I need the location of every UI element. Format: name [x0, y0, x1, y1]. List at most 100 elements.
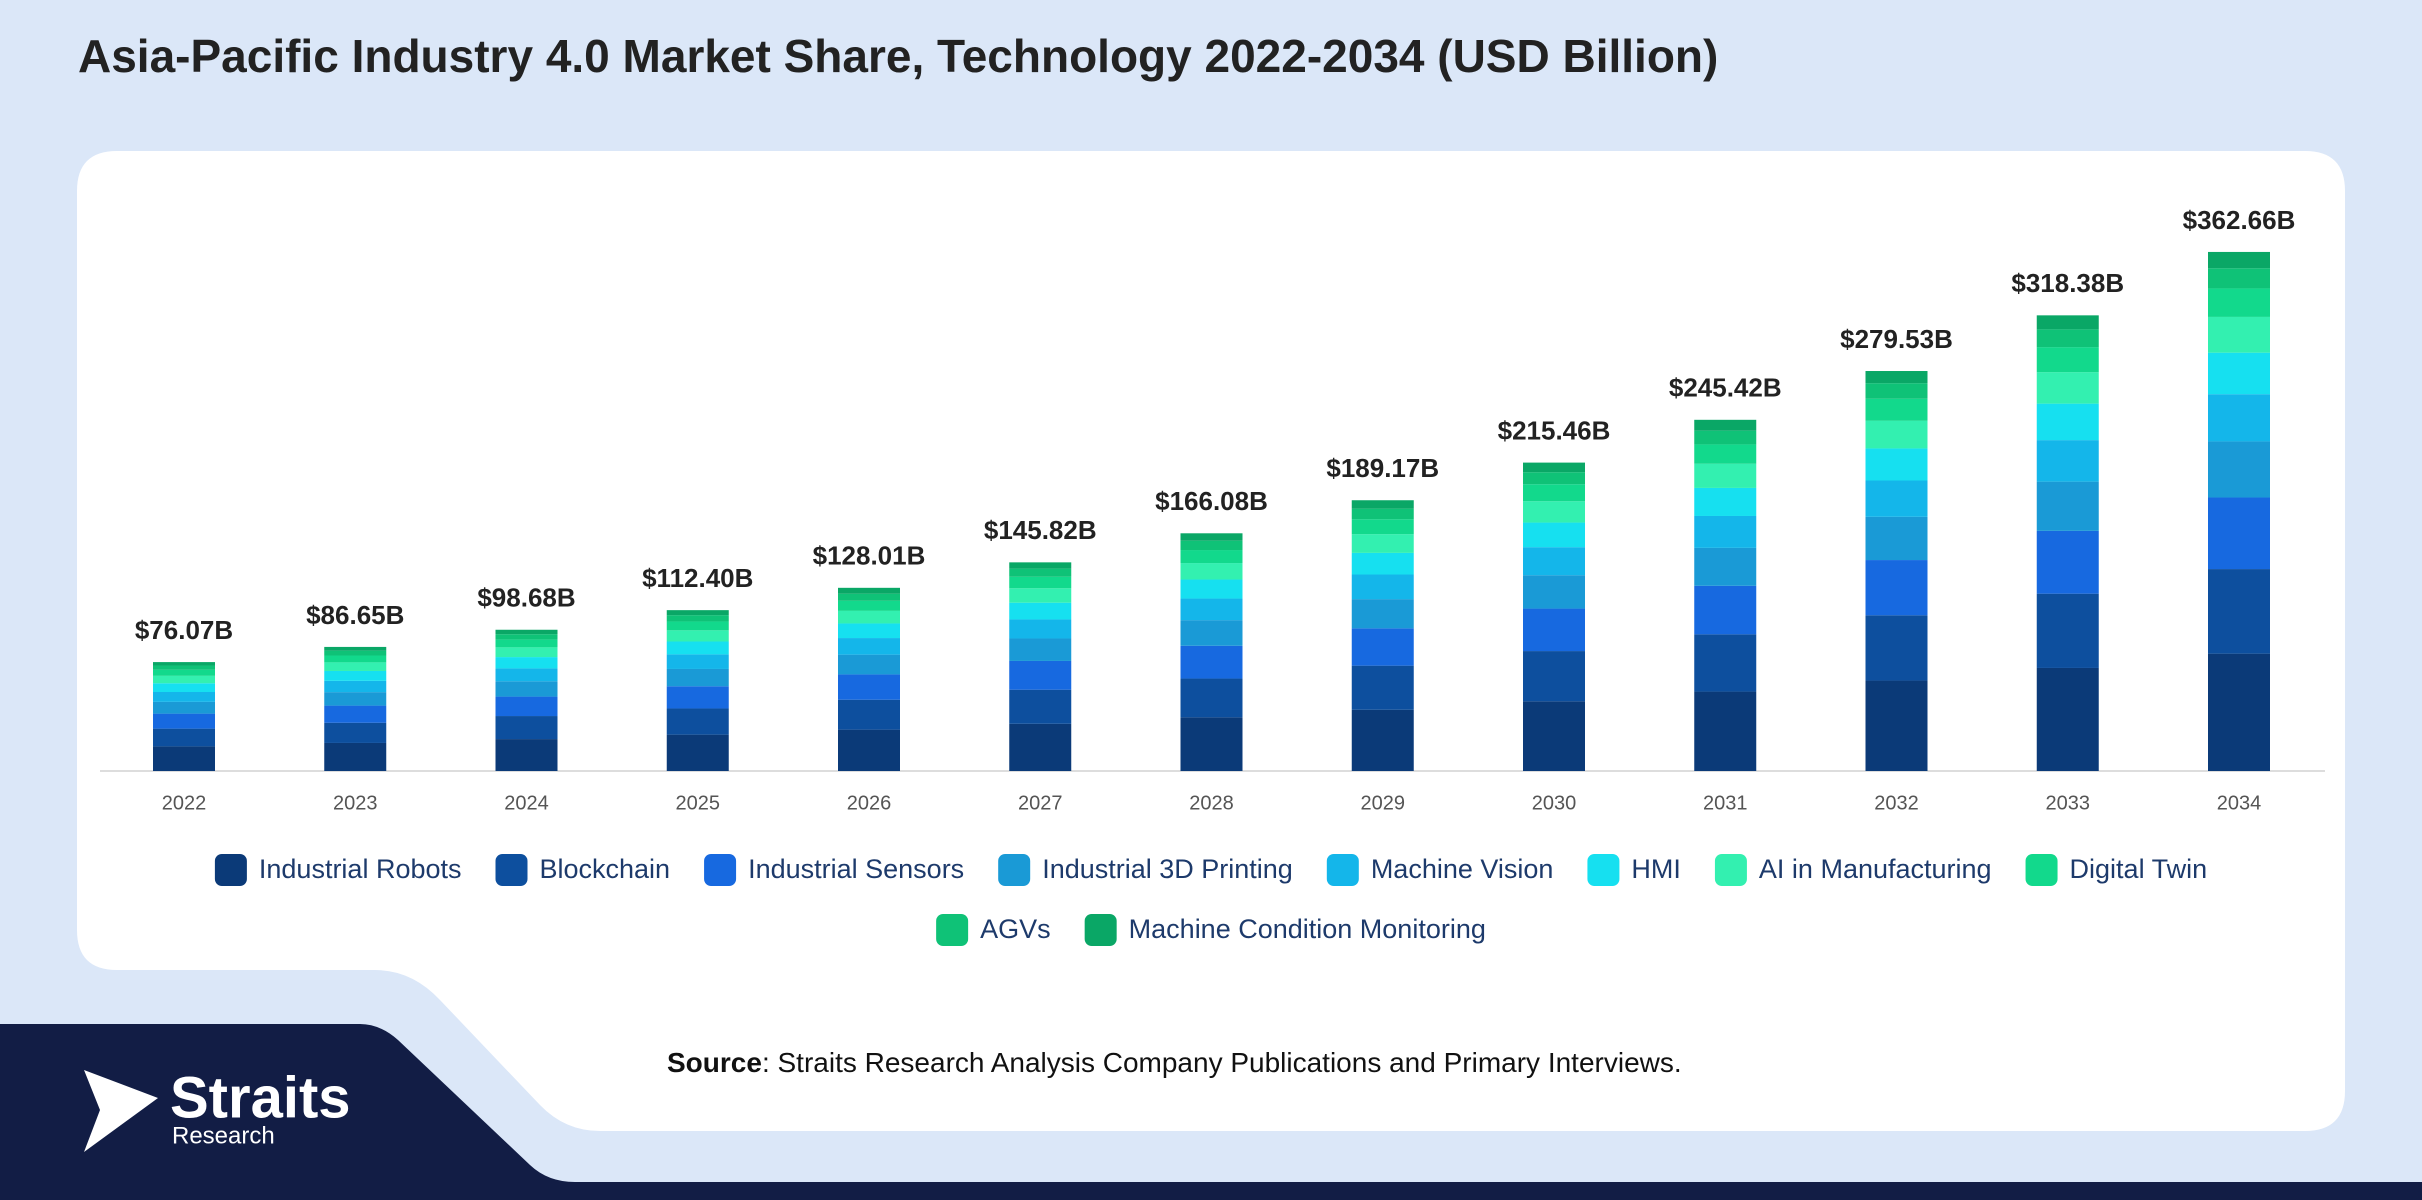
bar-segment: [1180, 563, 1243, 580]
x-tick-label: 2022: [162, 792, 207, 814]
bar-segment: [2036, 481, 2099, 531]
legend-swatch: [1084, 914, 1117, 946]
bar-segment: [2208, 268, 2270, 289]
bar-segment: [1180, 533, 1243, 541]
bar-segment: [324, 705, 387, 723]
bar-segment: [1523, 608, 1585, 652]
bar-segment: [324, 646, 387, 651]
bar-segment: [1009, 562, 1072, 569]
bar-segment: [1865, 371, 1928, 384]
legend-item: Digital Twin: [2025, 854, 2207, 886]
bar-segment: [1009, 638, 1072, 661]
bar-segment: [1180, 678, 1243, 718]
bar-segment: [838, 593, 900, 601]
bar-segment: [1180, 550, 1243, 564]
bar-segment: [1351, 665, 1414, 710]
bar-segment: [1694, 547, 1757, 586]
logo-name: Straits: [170, 1065, 351, 1130]
bar-segment: [324, 655, 387, 663]
bar-segment: [1351, 599, 1414, 629]
bar-segment: [1523, 575, 1585, 609]
legend-swatch: [495, 854, 528, 886]
bar-segment: [2208, 251, 2270, 269]
bar-segment: [1009, 568, 1072, 577]
chart-title: Asia-Pacific Industry 4.0 Market Share, …: [78, 30, 1718, 82]
total-label: $98.68B: [477, 583, 575, 613]
total-label: $279.53B: [1840, 324, 1953, 354]
bar-segment: [2208, 288, 2270, 317]
bar-segment: [1865, 448, 1928, 481]
x-tick-label: 2030: [1532, 792, 1577, 814]
bar-segment: [153, 692, 215, 702]
bar-segment: [1009, 689, 1072, 724]
bar-segment: [1523, 501, 1585, 523]
x-tick-label: 2027: [1018, 792, 1063, 814]
legend-item: AI in Manufacturing: [1714, 854, 1992, 886]
bar-segment: [1865, 420, 1928, 449]
bar-segment: [495, 634, 558, 640]
bar-segment: [1694, 463, 1757, 488]
bar-segment: [1009, 619, 1072, 639]
legend-label: AI in Manufacturing: [1759, 854, 1992, 884]
bar-segment: [1351, 574, 1414, 600]
source-text: : Straits Research Analysis Company Publ…: [762, 1047, 1682, 1078]
total-label: $362.66B: [2183, 205, 2296, 235]
legend-item: AGVs: [936, 914, 1051, 946]
bar-segment: [324, 650, 387, 656]
bar-segment: [1865, 383, 1928, 399]
bar-segment: [1694, 487, 1757, 516]
bar-segment: [1351, 628, 1414, 666]
bar-segment: [1180, 579, 1243, 599]
legend-label: Blockchain: [540, 854, 671, 884]
bar-segment: [324, 722, 387, 743]
bar-segment: [2036, 440, 2099, 482]
legend-swatch: [936, 914, 969, 946]
x-tick-label: 2029: [1361, 792, 1406, 814]
bar-segment: [495, 639, 558, 648]
legend-label: HMI: [1631, 854, 1681, 884]
bar-segment: [838, 623, 900, 639]
bar-segment: [838, 674, 900, 700]
bar-segment: [2036, 372, 2099, 404]
legend-swatch: [1326, 854, 1359, 886]
bar-segment: [838, 729, 900, 771]
bar-segment: [1351, 552, 1414, 575]
bar-segment: [1180, 620, 1243, 646]
x-tick-label: 2023: [333, 792, 378, 814]
bar-segment: [1523, 547, 1585, 576]
bar-segment: [153, 662, 215, 666]
bar-segment: [1694, 419, 1757, 431]
bar-segment: [2036, 315, 2099, 330]
bar-segment: [1351, 500, 1414, 509]
x-tick-label: 2032: [1874, 792, 1919, 814]
bar-segment: [838, 654, 900, 675]
x-tick-label: 2034: [2217, 792, 2262, 814]
bar-segment: [838, 699, 900, 730]
total-label: $245.42B: [1669, 373, 1782, 403]
bar-segment: [666, 641, 729, 655]
x-tick-label: 2028: [1189, 792, 1234, 814]
bar-segment: [1523, 472, 1585, 485]
bar-segment: [324, 662, 387, 671]
bar-segment: [324, 742, 387, 771]
total-label: $166.08B: [1155, 486, 1268, 516]
x-tick-label: 2033: [2046, 792, 2091, 814]
legend-item: Industrial Sensors: [704, 854, 964, 886]
bar-segment: [666, 668, 729, 687]
bar-segment: [666, 654, 729, 669]
legend-label: Industrial 3D Printing: [1042, 854, 1293, 884]
bar-segment: [1180, 645, 1243, 679]
bar-segment: [1180, 540, 1243, 551]
bar-segment: [2208, 497, 2270, 570]
bar-segment: [2208, 394, 2270, 442]
bar-segment: [1009, 723, 1072, 771]
bar-segment: [1351, 508, 1414, 520]
bar-segment: [324, 670, 387, 681]
bar-segment: [1523, 484, 1585, 502]
bar-segment: [1694, 430, 1757, 445]
bar-segment: [1694, 634, 1757, 692]
bar-segment: [1523, 701, 1585, 771]
legend-swatch: [704, 854, 737, 886]
x-tick-label: 2025: [676, 792, 721, 814]
